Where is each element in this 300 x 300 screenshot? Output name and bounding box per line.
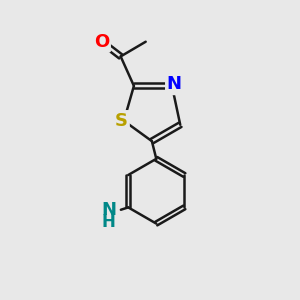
Text: O: O (94, 33, 109, 51)
Text: H: H (102, 212, 116, 230)
Text: S: S (115, 112, 128, 130)
Text: N: N (101, 201, 116, 219)
Text: N: N (167, 75, 182, 93)
